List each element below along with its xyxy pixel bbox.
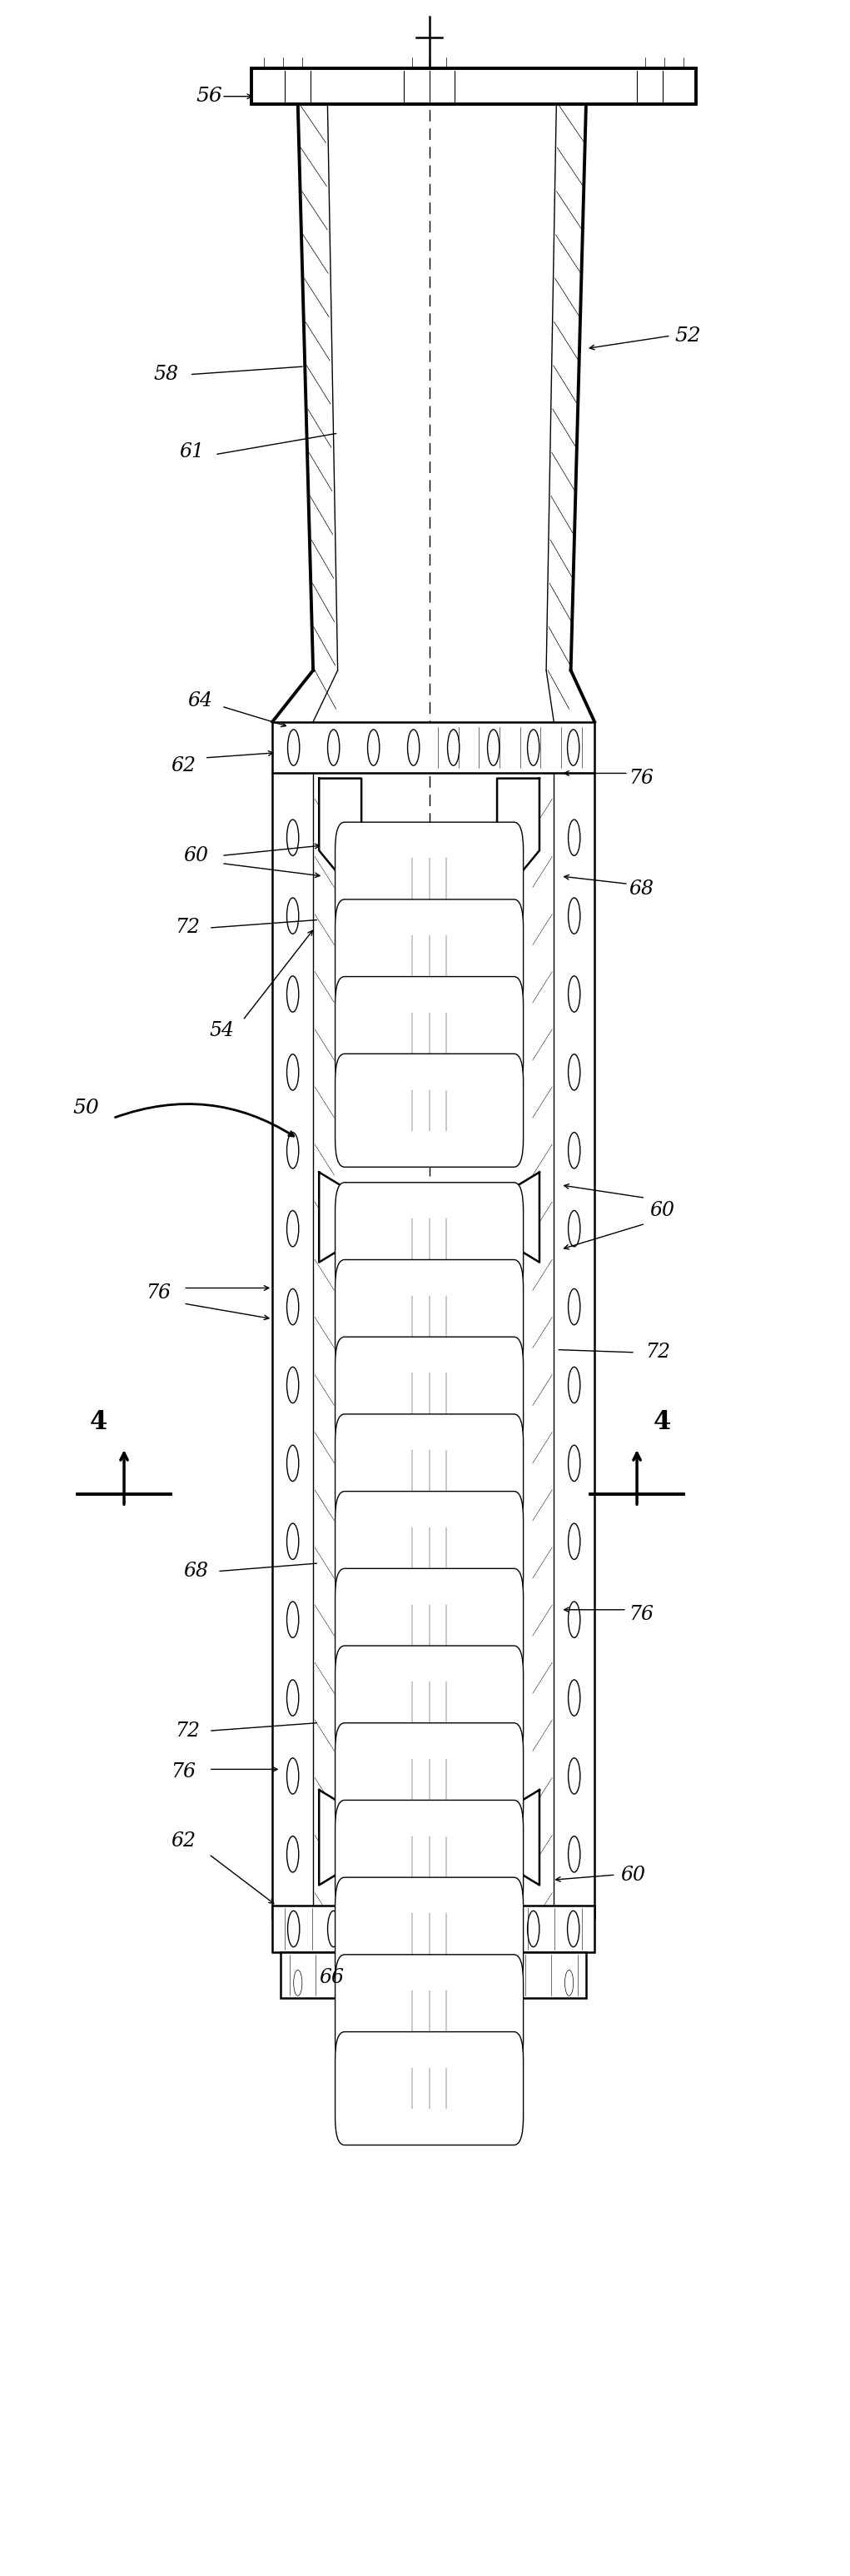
Text: 62: 62 [171,755,196,775]
Bar [272,721,594,773]
FancyBboxPatch shape [335,1337,524,1450]
FancyBboxPatch shape [335,1569,524,1682]
FancyBboxPatch shape [335,1260,524,1373]
Text: 64: 64 [188,690,212,711]
FancyBboxPatch shape [335,1054,524,1167]
Text: 60: 60 [184,845,208,866]
Text: 68: 68 [629,878,654,899]
Polygon shape [319,778,361,902]
Text: 4: 4 [90,1409,107,1435]
Text: 58: 58 [154,366,179,384]
Text: 66: 66 [320,1968,344,1986]
Text: 61: 61 [179,443,204,461]
Text: 60: 60 [650,1200,675,1221]
Text: 68: 68 [184,1561,208,1582]
FancyBboxPatch shape [335,1414,524,1528]
FancyBboxPatch shape [335,1723,524,1837]
FancyBboxPatch shape [335,1801,524,1914]
FancyBboxPatch shape [335,822,524,935]
Polygon shape [497,1172,540,1262]
Text: 4: 4 [654,1409,672,1435]
Text: 56: 56 [196,88,222,106]
Bar [252,67,696,103]
Bar [272,1906,594,1953]
Text: 52: 52 [675,327,701,345]
Text: 76: 76 [171,1762,196,1783]
FancyBboxPatch shape [335,2032,524,2146]
Text: 60: 60 [620,1865,645,1886]
Polygon shape [319,1790,361,1886]
FancyBboxPatch shape [335,1182,524,1296]
FancyBboxPatch shape [335,1646,524,1759]
Bar [280,1953,586,1999]
FancyBboxPatch shape [335,976,524,1090]
Polygon shape [497,778,540,902]
Text: 72: 72 [175,1721,200,1741]
FancyBboxPatch shape [335,1878,524,1991]
FancyBboxPatch shape [335,899,524,1012]
Text: 72: 72 [646,1342,671,1363]
Text: 72: 72 [175,917,200,938]
Text: 76: 76 [629,1605,654,1625]
Polygon shape [497,1790,540,1886]
Text: 76: 76 [145,1283,171,1303]
Text: 62: 62 [171,1832,196,1852]
FancyBboxPatch shape [335,1492,524,1605]
Text: 76: 76 [629,768,654,788]
FancyBboxPatch shape [335,1955,524,2069]
Polygon shape [319,1172,361,1262]
Text: 54: 54 [209,1020,234,1041]
Text: 50: 50 [73,1097,99,1118]
